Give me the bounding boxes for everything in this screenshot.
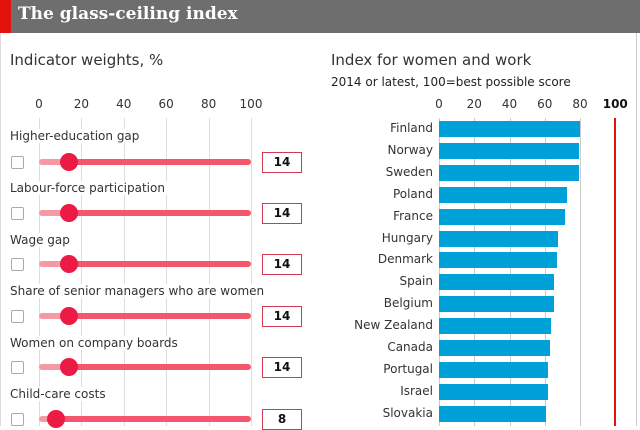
weights-tick-label: 40	[116, 97, 132, 111]
indicator-label: Child-care costs	[10, 387, 109, 401]
weights-gridline	[208, 118, 210, 426]
chart-tick-label: 0	[435, 97, 443, 111]
slider-track[interactable]	[55, 416, 251, 422]
indicator-value-input[interactable]: 14	[262, 306, 302, 327]
slider-track[interactable]	[68, 364, 251, 370]
chart-subtitle: 2014 or latest, 100=best possible score	[331, 75, 571, 89]
bar-hungary	[439, 230, 558, 247]
page-header: The glass-ceiling index	[0, 0, 640, 33]
country-label: Slovakia	[382, 405, 433, 420]
indicator-value-input[interactable]: 14	[262, 152, 302, 173]
slider-track[interactable]	[68, 159, 251, 165]
weights-gridline	[251, 118, 252, 426]
chart-gridline	[439, 118, 440, 426]
country-label: Hungary	[381, 230, 433, 245]
chart-title: Index for women and work	[331, 51, 532, 69]
chart-gridline	[544, 118, 546, 426]
bar-canada	[439, 340, 551, 356]
indicator-label: Wage gap	[10, 233, 73, 247]
bar-belgium	[439, 296, 555, 313]
indicator-value-input[interactable]: 14	[262, 357, 302, 378]
country-label: Belgium	[383, 296, 433, 311]
slider-thumb[interactable]	[59, 358, 78, 376]
slider-thumb[interactable]	[46, 410, 65, 428]
country-label: Poland	[392, 186, 433, 201]
weights-gridline	[166, 118, 168, 426]
chart-tick-label: 80	[572, 97, 588, 111]
indicator-label: Share of senior managers who are women	[10, 284, 268, 298]
indicator-label: Women on company boards	[10, 336, 181, 350]
country-label: Denmark	[377, 252, 433, 267]
indicator-checkbox[interactable]	[11, 207, 24, 220]
indicator-checkbox[interactable]	[11, 413, 24, 426]
indicator-checkbox[interactable]	[11, 258, 24, 271]
indicator-label: Labour-force participation	[10, 181, 168, 195]
chart-tick-label: 40	[501, 97, 518, 111]
indicator-checkbox[interactable]	[11, 156, 24, 169]
country-label: Finland	[390, 121, 433, 135]
bar-poland	[439, 186, 568, 203]
country-label: Spain	[399, 274, 433, 289]
indicator-value-input[interactable]: 8	[262, 409, 302, 430]
slider-thumb[interactable]	[59, 153, 78, 171]
bar-spain	[439, 274, 555, 291]
slider-track-filled[interactable]	[39, 159, 69, 165]
indicator-checkbox[interactable]	[11, 310, 24, 323]
bar-portugal	[439, 361, 549, 378]
country-label: Sweden	[385, 164, 433, 179]
country-label: Norway	[387, 142, 433, 157]
bar-new-zealand	[439, 318, 552, 335]
country-label: Canada	[387, 340, 433, 354]
weights-gridline	[39, 118, 40, 426]
country-label: Israel	[400, 383, 433, 398]
indicator-value-input[interactable]: 14	[262, 254, 302, 275]
weights-tick-label: 100	[239, 97, 263, 111]
bar-france	[439, 208, 566, 225]
page-title: The glass-ceiling index	[18, 4, 238, 24]
country-label: New Zealand	[354, 318, 433, 333]
chart-tick-label: 60	[537, 97, 553, 111]
bar-israel	[439, 383, 549, 400]
bar-denmark	[439, 252, 557, 269]
bar-slovakia	[439, 405, 547, 422]
indicator-checkbox[interactable]	[11, 361, 24, 374]
bar-sweden	[439, 164, 580, 181]
slider-thumb[interactable]	[59, 307, 78, 325]
weights-title: Indicator weights, %	[10, 51, 164, 69]
slider-track[interactable]	[68, 261, 251, 267]
weights-gridline	[123, 118, 125, 426]
indicator-value-input[interactable]: 14	[262, 203, 302, 224]
slider-track-filled[interactable]	[39, 210, 69, 216]
slider-track-filled[interactable]	[39, 261, 69, 267]
slider-track-filled[interactable]	[39, 364, 69, 370]
weights-tick-label: 0	[35, 97, 43, 111]
reference-line-100	[614, 118, 617, 426]
header-accent	[0, 0, 11, 33]
chart-tick-label: 20	[466, 97, 482, 111]
slider-track-filled[interactable]	[39, 313, 69, 319]
chart-gridline	[580, 118, 581, 426]
bar-finland	[439, 121, 580, 137]
weights-tick-label: 20	[73, 97, 90, 111]
chart-tick-label: 100	[602, 97, 628, 111]
chart-gridline	[509, 118, 511, 426]
country-label: France	[393, 208, 433, 223]
divider	[636, 33, 637, 426]
weights-tick-label: 80	[200, 97, 217, 111]
slider-thumb[interactable]	[59, 255, 78, 273]
indicator-label: Higher-education gap	[10, 129, 143, 143]
weights-tick-label: 60	[158, 97, 174, 111]
chart-gridline	[474, 118, 476, 426]
slider-track[interactable]	[68, 210, 251, 216]
bar-norway	[439, 142, 580, 159]
weights-gridline	[81, 118, 83, 426]
slider-thumb[interactable]	[59, 204, 78, 222]
divider	[0, 33, 1, 426]
country-label: Portugal	[383, 361, 433, 376]
slider-track[interactable]	[68, 313, 251, 319]
